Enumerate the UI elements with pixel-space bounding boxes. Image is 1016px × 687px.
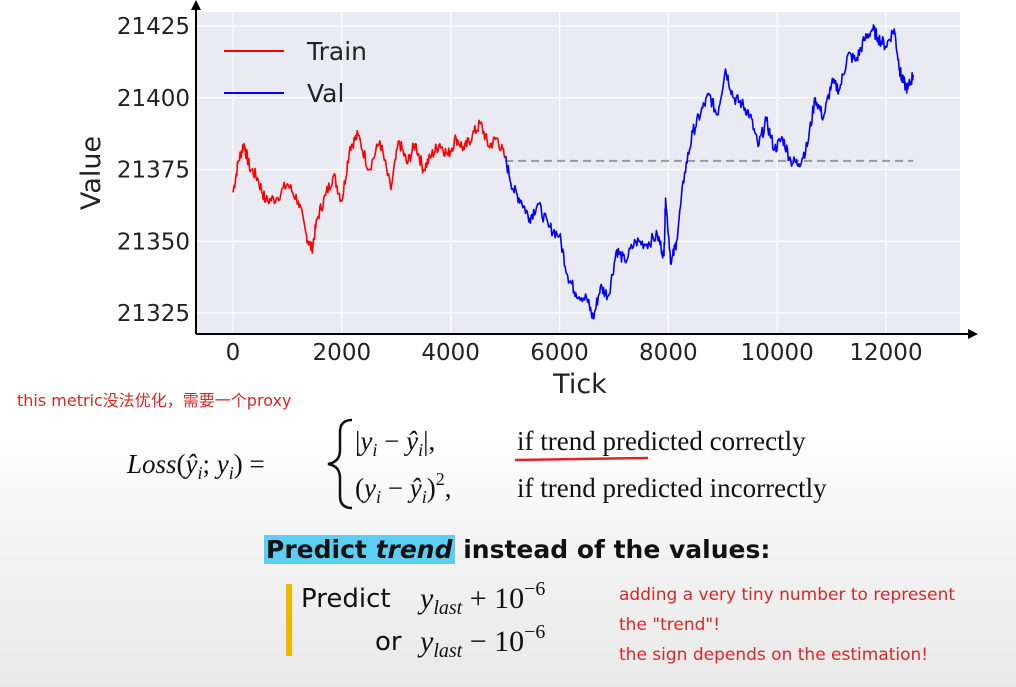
y-tick-label: 21325 xyxy=(117,301,190,327)
banner-word1: Predict xyxy=(266,535,367,564)
legend-val-label: Val xyxy=(307,79,344,108)
legend: Train Val xyxy=(224,37,367,108)
predict-accent-bar xyxy=(286,584,292,656)
banner-highlight: Predict trend xyxy=(264,535,455,564)
grid xyxy=(196,12,960,334)
predict-expr-plus: ylast + 10−6 xyxy=(417,578,545,619)
formula-case1-text: if trend predicted correctly xyxy=(517,426,806,456)
formula-brace xyxy=(327,418,353,510)
side-note-line2: the "trend"! xyxy=(619,615,721,635)
case1-underline xyxy=(514,456,649,462)
x-tick-label: 8000 xyxy=(639,340,698,366)
x-tick-label: 10000 xyxy=(741,340,814,366)
x-tick-label: 4000 xyxy=(421,340,480,366)
y-tick-label: 21375 xyxy=(117,158,190,184)
axes xyxy=(191,0,978,339)
banner-rest: instead of the values: xyxy=(463,535,771,564)
formula-case1-expr: |yi − ŷi|, xyxy=(355,426,435,460)
formula-case2-text: if trend predicted incorrectly xyxy=(517,473,827,503)
predict-label: Predict xyxy=(301,584,391,614)
series-line-train xyxy=(232,119,506,254)
legend-train-label: Train xyxy=(306,37,367,66)
x-tick-label: 6000 xyxy=(530,340,589,366)
y-tick-label: 21350 xyxy=(117,229,190,255)
x-tick-label: 2000 xyxy=(313,340,372,366)
formula-case2-expr: (yi − ŷi)2, xyxy=(355,469,451,507)
series-line-val xyxy=(504,24,914,320)
x-axis-label: Tick xyxy=(552,369,607,400)
formula-lhs: Loss(ŷi; yi) = xyxy=(126,449,265,483)
top-note: this metric没法优化，需要一个proxy xyxy=(17,391,292,410)
x-axis-arrow xyxy=(968,329,978,339)
predict-expr-minus: ylast − 10−6 xyxy=(417,621,545,662)
line-chart: 0 2000 4000 6000 8000 10000 12000 21325 21350 213… xyxy=(76,0,978,400)
y-axis-label: Value xyxy=(76,136,107,210)
banner-word2: trend xyxy=(375,535,453,564)
side-note-line3: the sign depends on the estimation! xyxy=(619,645,929,665)
series xyxy=(232,24,914,320)
tick-labels: 0 2000 4000 6000 8000 10000 12000 21325 21350 213… xyxy=(117,14,923,366)
plot-area xyxy=(196,12,960,334)
x-tick-label: 12000 xyxy=(849,340,922,366)
predict-trend-banner: Predict trend instead of the values: xyxy=(264,533,770,566)
side-note-line1: adding a very tiny number to represent xyxy=(619,585,956,605)
or-label: or xyxy=(375,627,402,657)
y-tick-label: 21400 xyxy=(117,86,190,112)
x-tick-label: 0 xyxy=(226,340,241,366)
y-tick-label: 21425 xyxy=(117,14,190,40)
y-axis-arrow xyxy=(191,0,201,10)
